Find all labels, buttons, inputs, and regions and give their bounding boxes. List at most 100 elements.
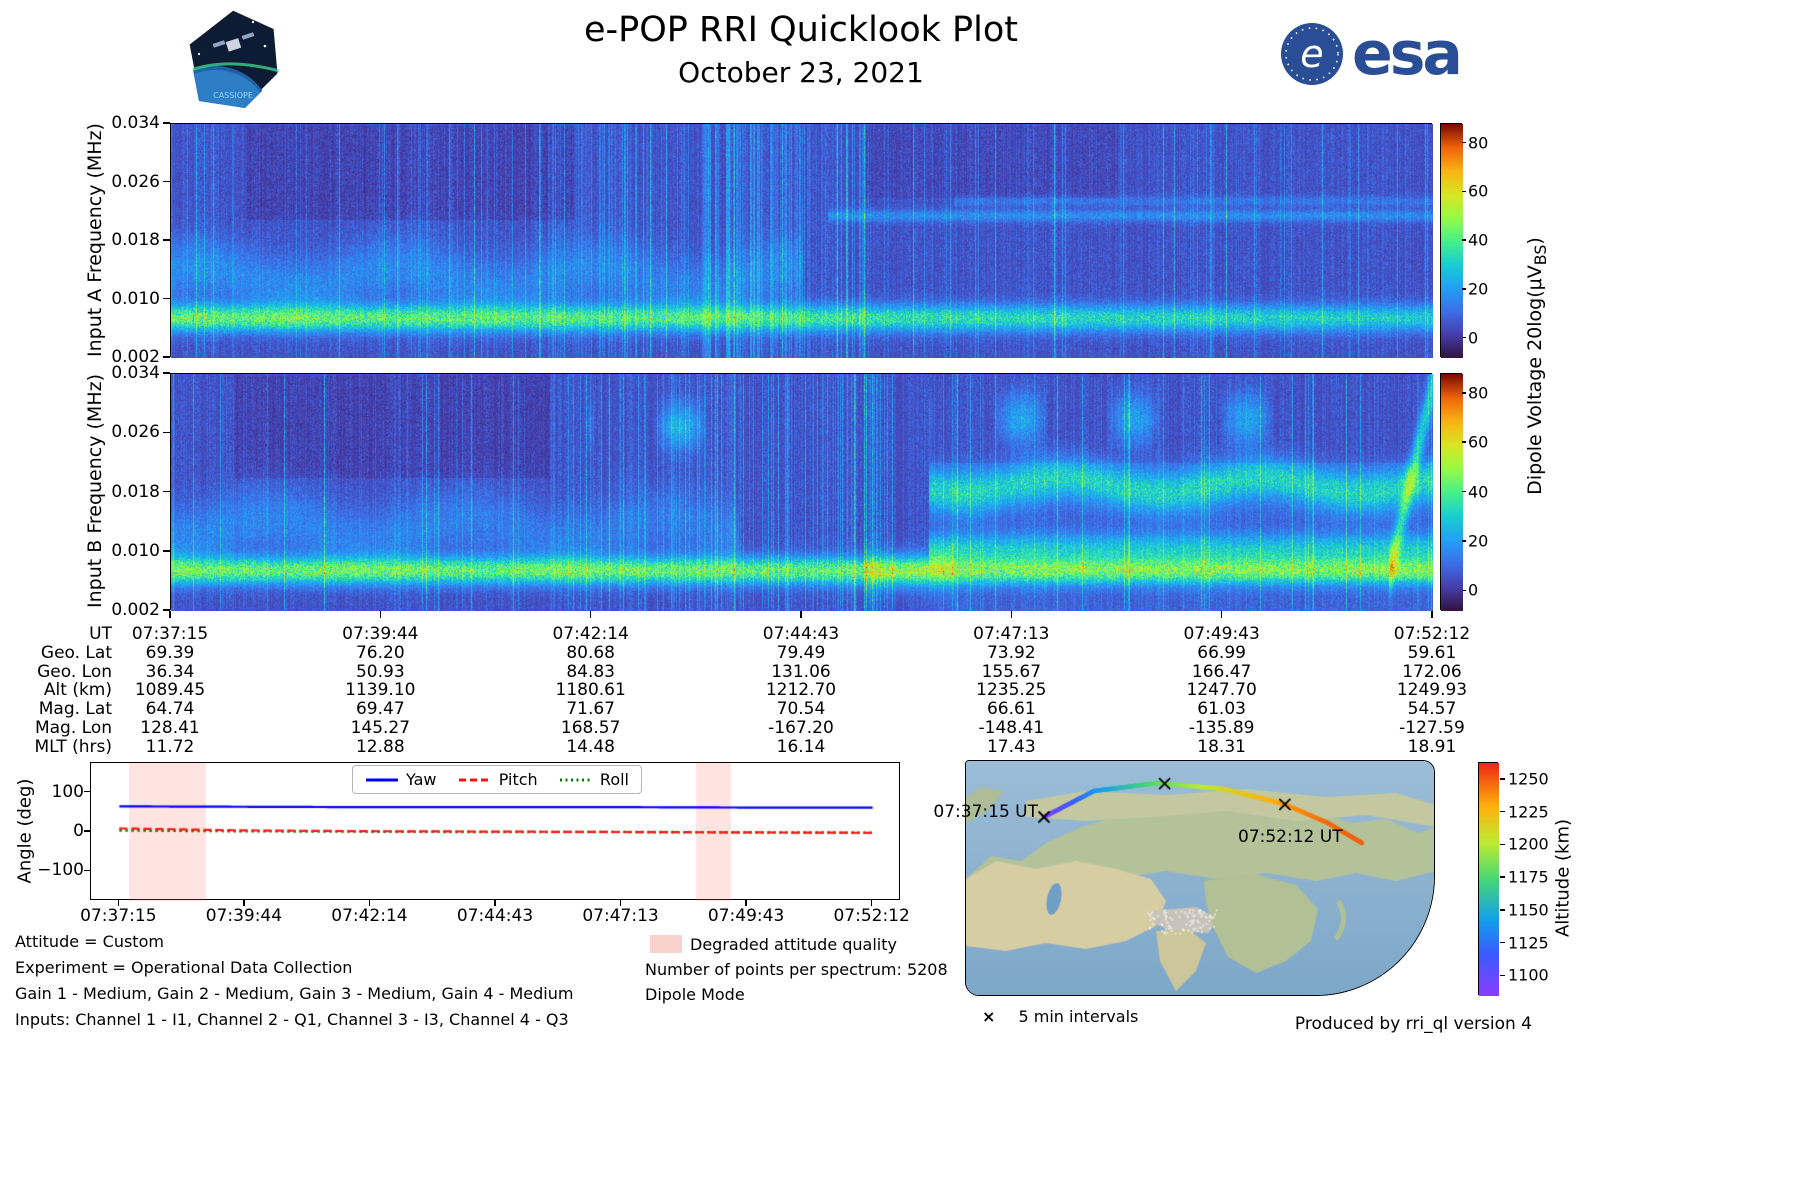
legend-item-yaw: Yaw [365,770,436,789]
ephemeris-value: 61.03 [1197,699,1246,720]
ephemeris-value: 128.41 [140,718,200,738]
altitude-tick-mark [1500,778,1505,780]
freq-tick-label: 0.010 [111,288,160,309]
time-tick-mark [1220,611,1223,618]
ephemeris-value: 11.72 [145,736,195,757]
ephemeris-value: 155.67 [981,661,1042,682]
degraded-quality-label: Degraded attitude quality [690,935,897,954]
altitude-tick-label: 1150 [1508,900,1549,920]
colorbar-tick-mark [1462,288,1466,290]
attitude-time-tick-mark [494,900,496,906]
colorbar-tick-label: 40 [1468,482,1489,501]
footer-line: Inputs: Channel 1 - I1, Channel 2 - Q1, … [15,1010,569,1029]
attitude-time-tick-mark [870,900,873,906]
colorbar-b [1441,374,1463,611]
intervals-label: 5 min intervals [1018,1007,1139,1026]
ephemeris-table: UT 07:37:15 07:39:44 07:42:14 07:44:43 07:47:… [0,624,1545,760]
colorbar-label-sub: BS [1530,244,1550,266]
ephemeris-value: 1212.70 [765,680,837,701]
ephemeris-value: 07:44:43 [762,624,840,644]
altitude-tick-mark [1500,909,1505,911]
freq-tick-label: 0.018 [111,481,160,502]
attitude-time-tick: 07:42:14 [331,906,408,926]
colorbar-tick-mark [1462,441,1466,443]
ephemeris-value: 80.68 [566,642,615,663]
freq-tick-mark [163,356,170,358]
attitude-time-tick-mark [117,900,120,906]
ephemeris-value: 07:47:13 [973,624,1050,644]
altitude-tick-mark [1500,810,1505,813]
points-per-spectrum-label: Number of points per spectrum: 5208 [645,960,948,979]
legend-label: Yaw [406,770,437,789]
angle-tick-mark [84,830,90,832]
ephemeris-row-label: Geo. Lon [37,661,112,682]
svg-text:e: e [1300,32,1323,76]
colorbar-tick-mark [1462,190,1466,192]
freq-tick-mark [163,297,170,300]
ground-track-map [965,760,1435,996]
freq-tick-label: 0.010 [111,540,160,561]
angle-tick-mark [84,869,90,872]
altitude-colorbar-label: Altitude (km) [1552,818,1574,938]
ephemeris-value: 166.47 [1191,661,1252,682]
altitude-tick-label: 1175 [1508,867,1549,887]
altitude-tick-label: 1250 [1508,769,1549,789]
freq-tick-label: 0.034 [111,113,160,133]
legend-item-roll: Roll [559,770,629,789]
attitude-time-tick: 07:37:15 [80,906,157,926]
ephemeris-value: 64.74 [145,699,195,720]
altitude-tick-label: 1225 [1508,802,1549,822]
ephemeris-value: 66.99 [1197,642,1246,663]
freq-tick-mark [163,550,170,552]
colorbar-a [1441,124,1463,358]
colorbar-tick-mark [1462,141,1466,144]
angle-tick-label: 0 [73,821,84,841]
ephemeris-value: 76.20 [355,642,405,663]
colorbar-tick-label: 40 [1468,230,1489,250]
time-tick-mark [169,611,171,618]
attitude-time-tick-mark [368,900,371,906]
freq-tick-mark [163,490,170,493]
ephemeris-value: 73.92 [986,642,1036,663]
time-tick-mark [1010,611,1013,618]
produced-by-label: Produced by rri_ql version 4 [1294,1014,1532,1034]
legend-label: Roll [599,770,629,789]
colorbar-tick-label: 80 [1468,133,1489,152]
track-start-label: 07:37:15 UT [933,802,1038,822]
ephemeris-value: -127.59 [1399,718,1465,738]
ephemeris-row-label: Alt (km) [43,680,112,701]
freq-tick-mark [163,180,170,183]
roll-line-icon [559,778,592,781]
attitude-time-tick: 07:44:43 [456,906,534,926]
attitude-time-tick-mark [243,900,245,906]
ephemeris-value: 69.39 [145,642,195,663]
ephemeris-value: 59.61 [1407,642,1457,663]
colorbar-tick-mark [1462,540,1466,542]
time-tick-mark [379,611,382,618]
time-tick-mark [800,611,802,618]
ephemeris-value: 79.49 [776,642,826,663]
ephemeris-row-label: MLT (hrs) [34,736,112,757]
ephemeris-value: 1249.93 [1396,680,1468,701]
ephemeris-value: 17.43 [986,736,1036,757]
x-marker-glyph: × [982,1007,996,1026]
freq-tick-mark [163,122,170,124]
footer-line: Attitude = Custom [15,932,164,951]
ephemeris-row-label: UT [89,624,112,644]
ephemeris-value: 14.48 [566,736,615,757]
colorbar-tick-label: 80 [1468,383,1489,403]
freq-tick-label: 0.002 [111,347,160,367]
angle-tick-mark [84,790,90,793]
ephemeris-value: 69.47 [355,699,405,720]
ephemeris-value: 16.14 [776,736,826,757]
ephemeris-value: 131.06 [771,661,831,682]
altitude-tick-mark [1500,974,1505,977]
footer-line: Gain 1 - Medium, Gain 2 - Medium, Gain 3… [15,984,574,1003]
ephemeris-value: 1089.45 [134,680,206,701]
ephemeris-value: 07:42:14 [552,624,629,644]
ephemeris-value: -167.20 [768,718,834,738]
freq-tick-label: 0.002 [111,600,160,620]
ephemeris-value: 1247.70 [1186,680,1257,701]
ephemeris-value: 66.61 [986,699,1036,720]
